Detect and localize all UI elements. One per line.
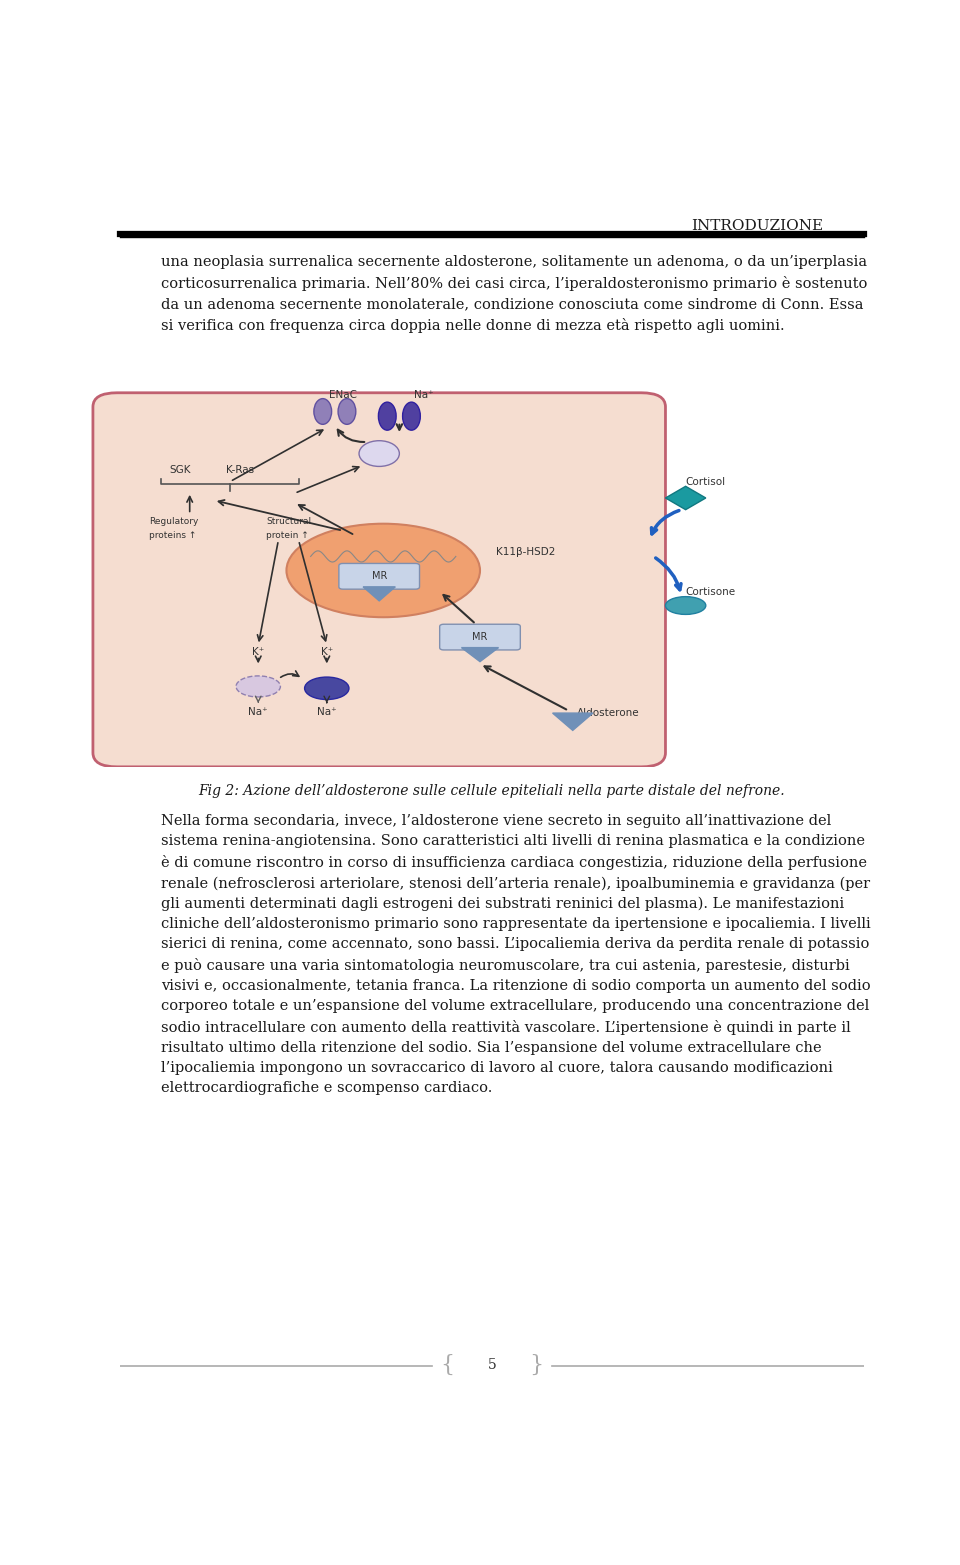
Ellipse shape <box>314 399 331 424</box>
FancyBboxPatch shape <box>339 563 420 588</box>
Text: Nella forma secondaria, invece, l’aldosterone viene secreto in seguito all’inatt: Nella forma secondaria, invece, l’aldost… <box>161 814 871 1096</box>
Text: INTRODUZIONE: INTRODUZIONE <box>691 219 823 233</box>
Ellipse shape <box>665 596 706 615</box>
Text: Structural: Structural <box>266 516 311 526</box>
Ellipse shape <box>338 399 356 424</box>
Text: Aldosterone: Aldosterone <box>577 707 639 718</box>
Text: SGK: SGK <box>170 465 191 474</box>
Ellipse shape <box>236 676 280 696</box>
Text: Cortisone: Cortisone <box>685 587 735 596</box>
Ellipse shape <box>286 524 480 617</box>
Text: {: { <box>441 1354 454 1376</box>
Polygon shape <box>363 587 396 601</box>
Polygon shape <box>665 487 706 510</box>
Text: Na⁺: Na⁺ <box>317 707 337 717</box>
Text: una neoplasia surrenalica secernente aldosterone, solitamente un adenoma, o da u: una neoplasia surrenalica secernente ald… <box>161 255 867 332</box>
Polygon shape <box>462 648 498 662</box>
Text: proteins ↑: proteins ↑ <box>150 531 197 540</box>
Ellipse shape <box>304 678 349 700</box>
Text: Fig 2: Azione dell’aldosterone sulle cellule epiteliali nella parte distale del : Fig 2: Azione dell’aldosterone sulle cel… <box>199 784 785 798</box>
Ellipse shape <box>378 402 396 430</box>
Polygon shape <box>553 714 593 731</box>
Text: }: } <box>530 1354 543 1376</box>
Text: 5: 5 <box>488 1358 496 1373</box>
Text: MR: MR <box>472 632 488 642</box>
Text: ENaC: ENaC <box>329 390 357 401</box>
Text: K⁺: K⁺ <box>252 648 264 657</box>
Text: Na⁺: Na⁺ <box>414 390 433 401</box>
Text: Na⁺: Na⁺ <box>249 707 268 717</box>
Text: K⁺: K⁺ <box>321 648 333 657</box>
Text: Cortisol: Cortisol <box>685 477 726 487</box>
Text: K11β-HSD2: K11β-HSD2 <box>496 546 556 557</box>
FancyBboxPatch shape <box>440 624 520 649</box>
Ellipse shape <box>359 441 399 466</box>
Ellipse shape <box>402 402 420 430</box>
Text: protein ↑: protein ↑ <box>266 531 309 540</box>
Text: Regulatory: Regulatory <box>150 516 199 526</box>
Text: MR: MR <box>372 571 387 581</box>
FancyBboxPatch shape <box>93 393 665 767</box>
Text: K-Ras: K-Ras <box>226 465 254 474</box>
